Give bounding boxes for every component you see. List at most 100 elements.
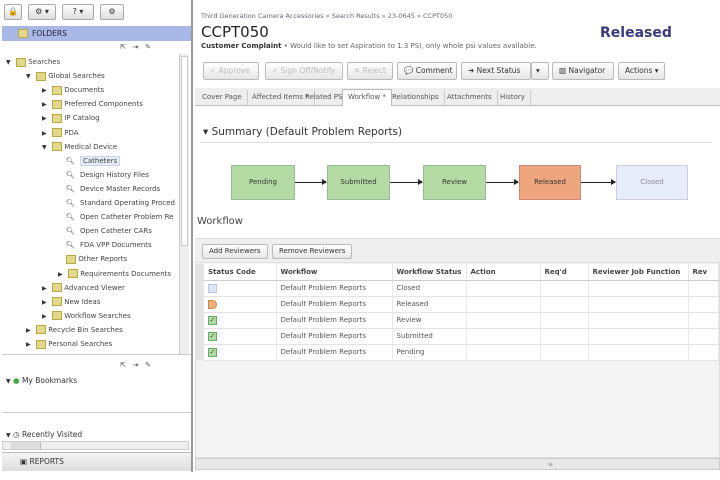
column-header[interactable]: Workflow (276, 264, 393, 281)
tree-item-label: Personal Searches (48, 340, 113, 348)
caret-right-icon[interactable]: ▶ (26, 341, 31, 348)
caret-right-icon[interactable]: ▶ (42, 129, 47, 137)
tree-item-label: PDA (64, 128, 79, 137)
collapse-icon[interactable]: ⇱ (120, 43, 126, 51)
tree-item[interactable]: ▶ Preferred Components (42, 98, 143, 111)
caret-right-icon[interactable]: ▶ (42, 87, 47, 95)
column-header[interactable]: Action (466, 264, 541, 281)
tab-cover-page[interactable]: Cover Page (197, 90, 248, 105)
workflow-arrow (390, 179, 423, 185)
tab-affected-items[interactable]: Affected Items * (247, 90, 315, 105)
tree-item[interactable]: 🔍︎ Open Catheter CARs (66, 225, 152, 238)
tree-item[interactable]: 🔍︎ Design History Files (66, 169, 149, 182)
tree-item[interactable]: ▶ Recycle Bin Searches (26, 324, 123, 337)
tree-item[interactable]: ▶ New Ideas (42, 296, 100, 309)
reports-section[interactable]: ▣ REPORTS (2, 452, 191, 471)
tree-item[interactable]: ▶ PDA (42, 127, 79, 140)
tab-relationships[interactable]: Relationships (387, 90, 445, 105)
folder-icon (36, 71, 46, 81)
column-header[interactable]: Rev (688, 264, 719, 281)
column-header[interactable]: Workflow Status (392, 264, 467, 281)
caret-right-icon[interactable]: ▶ (42, 101, 47, 109)
tree-item[interactable]: 🔍︎ Standard Operating Proced (66, 197, 175, 210)
column-header[interactable]: Req'd (540, 264, 589, 281)
tab-attachments[interactable]: Attachments (442, 90, 498, 105)
caret-right-icon[interactable]: ▶ (26, 326, 31, 334)
caret-down-icon[interactable]: ▼ (6, 59, 11, 66)
my-bookmarks[interactable]: ▼ ● My Bookmarks (6, 376, 78, 385)
next-status-button[interactable]: ➜ Next Status (461, 62, 531, 80)
table-row[interactable]: Default Problem Reports Closed (204, 280, 719, 297)
comment-button[interactable]: 💬 Comment (397, 62, 457, 80)
workflow-node-pending: Pending (231, 165, 295, 200)
caret-down-icon[interactable]: ▼ (26, 73, 31, 81)
tree-item[interactable]: Other Reports (66, 253, 127, 266)
caret-right-icon[interactable]: ▶ (42, 312, 47, 320)
add-reviewers-button[interactable]: Add Reviewers (202, 244, 268, 259)
main-horizontal-scrollbar[interactable]: ≡ (195, 458, 720, 470)
tree-item[interactable]: ▶ Personal Searches (26, 338, 112, 351)
help-menu-button[interactable]: ? ▾ (62, 4, 94, 20)
expand-icon[interactable]: ⇥ (132, 361, 139, 369)
tree-item[interactable]: 🔍︎ Open Catheter Problem Re (66, 211, 173, 224)
lock-icon[interactable]: 🔒 (4, 4, 22, 20)
rev-cell (688, 312, 719, 329)
tree-item[interactable]: ▼ Searches (6, 56, 60, 69)
tree-item[interactable]: 🔍︎ Device Master Records (66, 183, 160, 196)
caret-right-icon[interactable]: ▶ (42, 298, 47, 306)
folder-icon (36, 339, 46, 349)
tree-item[interactable]: ▼ Medical Device (42, 141, 117, 154)
remove-reviewers-button[interactable]: Remove Reviewers (272, 244, 352, 259)
tree-item[interactable]: ▶ IP Catalog (42, 112, 100, 125)
rev-cell (688, 328, 719, 345)
approve-button[interactable]: ✓ Approve (203, 62, 259, 80)
folder-icon (52, 99, 62, 109)
tree-item[interactable]: ▶ Workflow Searches (42, 310, 131, 323)
table-row[interactable]: ✓ Default Problem Reports Pending (204, 344, 719, 361)
horizontal-scrollbar[interactable] (2, 441, 189, 450)
tab-workflow[interactable]: Workflow * (342, 89, 392, 106)
gear-menu-button[interactable]: ⚙ ▾ (28, 4, 56, 20)
caret-right-icon[interactable]: ▶ (42, 115, 47, 123)
folder-icon (68, 269, 78, 278)
next-status-dropdown[interactable]: ▾ (531, 62, 549, 80)
action-cell (466, 312, 541, 329)
actions-button[interactable]: Actions ▾ (618, 62, 665, 80)
column-header[interactable]: Reviewer Job Function (588, 264, 689, 281)
action-cell (466, 280, 541, 297)
tree-scrollbar[interactable] (179, 54, 189, 354)
tree-item[interactable]: ▶ Advanced Viewer (42, 282, 125, 295)
tree-item[interactable]: 🔍︎ Catheters (66, 155, 121, 168)
reports-icon: ▣ (20, 457, 30, 466)
breadcrumb[interactable]: Third Generation Camera Accessories » Se… (201, 12, 453, 20)
tree-item[interactable]: ▼ Global Searches (26, 70, 105, 83)
folders-header[interactable]: FOLDERS (2, 26, 191, 41)
settings-icon[interactable]: ⚙ (100, 4, 124, 20)
sign-off-button[interactable]: ✓ Sign Off/Notify (265, 62, 343, 80)
table-row[interactable]: ✓ Default Problem Reports Submitted (204, 328, 719, 345)
column-header[interactable]: Status Code (204, 264, 277, 281)
edit-icon[interactable]: ✎ (145, 361, 151, 369)
recently-visited[interactable]: ▼ ◷ Recently Visited (6, 430, 83, 439)
tree-item[interactable]: 🔍︎ FDA VPP Documents (66, 239, 152, 252)
folder-icon (52, 297, 62, 307)
folder-icon (66, 254, 76, 264)
caret-down-icon[interactable]: ▼ (42, 143, 47, 151)
collapse-icon[interactable]: ⇱ (120, 361, 126, 369)
caret-right-icon[interactable]: ▶ (42, 284, 47, 292)
search-icon: 🔍︎ (66, 213, 75, 222)
table-row[interactable]: Default Problem Reports Released (204, 296, 719, 313)
tab-history[interactable]: History (495, 90, 531, 105)
left-navigation-panel: 🔒 ⚙ ▾ ? ▾ ⚙ FOLDERS ⇱ ⇥ ✎ ⇱ ⇥ ✎ ▼ ● My B… (0, 0, 193, 472)
caret-right-icon[interactable]: ▶ (58, 270, 63, 278)
folder-icon (52, 311, 62, 321)
summary-heading[interactable]: ▾ Summary (Default Problem Reports) (203, 126, 403, 138)
edit-icon[interactable]: ✎ (145, 43, 151, 51)
workflow-status-cell: Released (392, 296, 467, 313)
tree-item[interactable]: ▶ Documents (42, 84, 104, 97)
navigator-button[interactable]: ▧ Navigator (552, 62, 614, 80)
table-row[interactable]: ✓ Default Problem Reports Review (204, 312, 719, 329)
tree-item[interactable]: ▶ Requirements Documents (58, 268, 171, 281)
expand-icon[interactable]: ⇥ (132, 43, 139, 51)
reject-button[interactable]: ✕ Reject (347, 62, 393, 80)
